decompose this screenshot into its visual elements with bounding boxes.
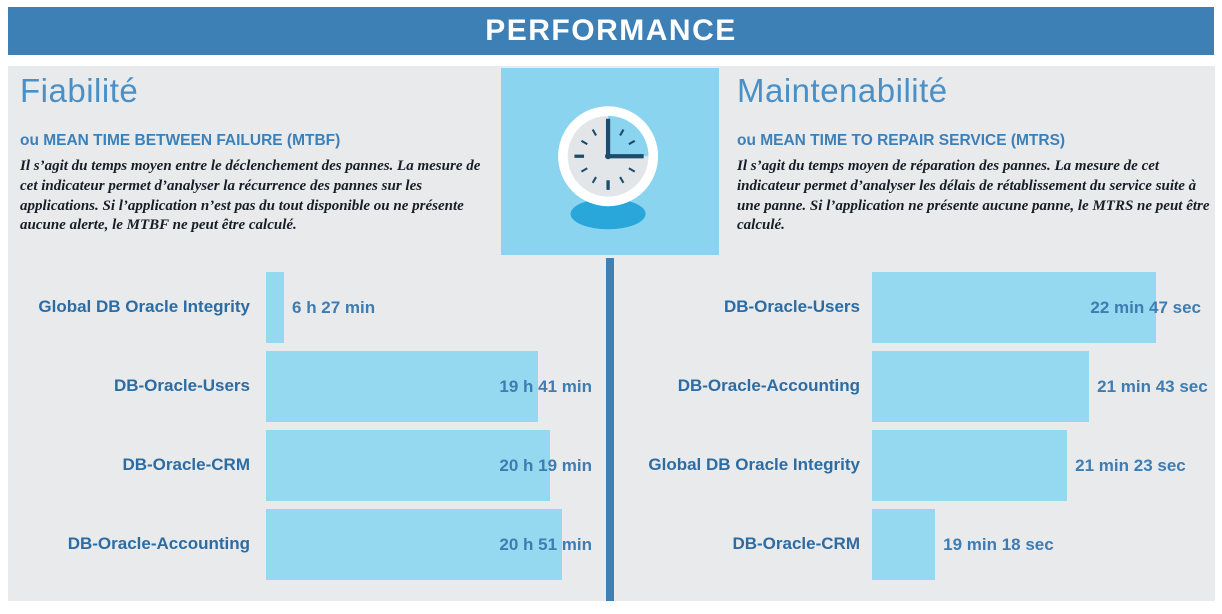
bar: [266, 509, 563, 580]
bar-category-label: DB-Oracle-Accounting: [677, 376, 860, 396]
bar: [266, 430, 550, 501]
bar-value-label: 21 min 43 sec: [1097, 376, 1208, 396]
bar: [266, 272, 285, 343]
reliability-section: Fiabilité ou MEAN TIME BETWEEN FAILURE (…: [20, 72, 490, 236]
maintainability-description: Il s’agit du temps moyen de réparation d…: [737, 158, 1210, 234]
bar-category-label: DB-Oracle-CRM: [122, 455, 250, 475]
chart-row: DB-Oracle-CRM 20 h 19 min: [8, 430, 606, 501]
bar-track: 6 h 27 min: [266, 272, 606, 343]
mtbf-bar-chart: Global DB Oracle Integrity 6 h 27 min DB-O…: [8, 272, 606, 588]
bar-value-label: 20 h 19 min: [499, 455, 592, 475]
bar-category-label: DB-Oracle-Users: [723, 297, 860, 317]
maintainability-title: Maintenabilité: [737, 72, 948, 109]
bar-category-label: Global DB Oracle Integrity: [38, 297, 250, 317]
bar-category-label: DB-Oracle-CRM: [732, 534, 860, 554]
bar-value-label: 19 h 41 min: [499, 376, 592, 396]
bar-category-label: DB-Oracle-Users: [113, 376, 250, 396]
bar-track: 22 min 47 sec: [872, 272, 1215, 343]
bar-value-label: 6 h 27 min: [292, 297, 376, 317]
chart-row: DB-Oracle-Accounting 20 h 51 min: [8, 509, 606, 580]
clock-icon: [558, 105, 659, 229]
vertical-divider: [606, 258, 614, 601]
bar-value-label: 19 min 18 sec: [943, 534, 1054, 554]
reliability-description: Il s’agit du temps moyen entre le déclen…: [20, 158, 481, 234]
maintainability-section: Maintenabilité ou MEAN TIME TO REPAIR SE…: [737, 72, 1215, 236]
bar-value-label: 20 h 51 min: [499, 534, 592, 554]
chart-row: DB-Oracle-Accounting 21 min 43 sec: [622, 351, 1215, 422]
bar-value-label: 21 min 23 sec: [1075, 455, 1186, 475]
chart-row: Global DB Oracle Integrity 21 min 23 sec: [622, 430, 1215, 501]
bar-category-label: Global DB Oracle Integrity: [648, 455, 860, 475]
chart-row: DB-Oracle-Users 19 h 41 min: [8, 351, 606, 422]
reliability-title: Fiabilité: [20, 72, 139, 109]
content-panel: Fiabilité ou MEAN TIME BETWEEN FAILURE (…: [8, 66, 1215, 601]
bar: [872, 351, 1090, 422]
bar-track: 20 h 51 min: [266, 509, 606, 580]
bar-track: 19 h 41 min: [266, 351, 606, 422]
reliability-subtitle: ou MEAN TIME BETWEEN FAILURE (MTBF): [20, 132, 341, 149]
chart-row: DB-Oracle-CRM 19 min 18 sec: [622, 509, 1215, 580]
bar: [872, 272, 1156, 343]
bar-track: 20 h 19 min: [266, 430, 606, 501]
bar-track: 19 min 18 sec: [872, 509, 1215, 580]
bar: [872, 509, 936, 580]
bar-track: 21 min 43 sec: [872, 351, 1215, 422]
bar-track: 21 min 23 sec: [872, 430, 1215, 501]
chart-row: DB-Oracle-Users 22 min 47 sec: [622, 272, 1215, 343]
performance-header: PERFORMANCE: [8, 7, 1214, 55]
bar: [266, 351, 538, 422]
maintainability-subtitle: ou MEAN TIME TO REPAIR SERVICE (MTRS): [737, 132, 1066, 149]
mtrs-bar-chart: DB-Oracle-Users 22 min 47 sec DB-Oracle-Ac…: [622, 272, 1215, 588]
bar-category-label: DB-Oracle-Accounting: [67, 534, 250, 554]
chart-row: Global DB Oracle Integrity 6 h 27 min: [8, 272, 606, 343]
bar-value-label: 22 min 47 sec: [1090, 297, 1201, 317]
page-title: PERFORMANCE: [485, 14, 737, 47]
bar: [872, 430, 1068, 501]
clock-illustration-tile: [501, 68, 719, 255]
